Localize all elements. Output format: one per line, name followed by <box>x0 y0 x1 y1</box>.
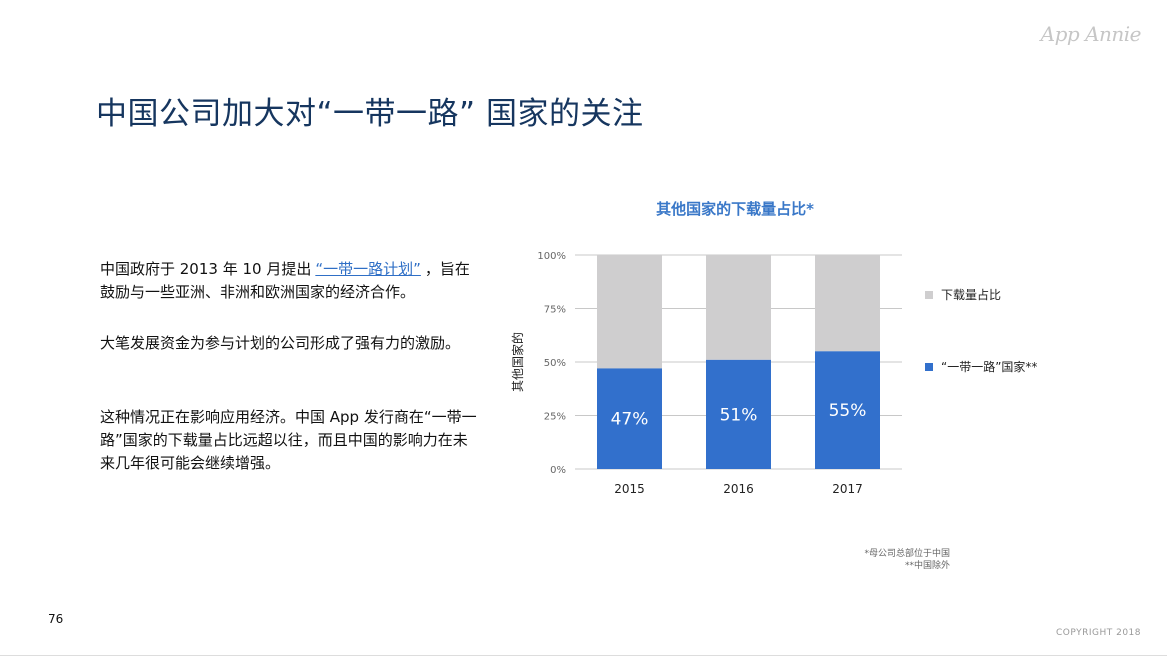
belt-road-plan-link[interactable]: “一带一路计划” <box>315 260 421 278</box>
legend-swatch-gray <box>925 290 933 299</box>
y-tick-label: 0% <box>550 465 566 476</box>
legend-item-belt-road: “一带一路”国家** <box>925 358 1037 375</box>
legend-label-belt-road: “一带一路”国家** <box>941 360 1038 374</box>
bar-value-label: 47% <box>611 410 649 430</box>
y-tick-label: 75% <box>544 305 566 316</box>
paragraph-1: 中国政府于 2013 年 10 月提出 “一带一路计划” ，旨在鼓励与一些亚洲、非洲… <box>100 258 480 304</box>
legend-label-download-share: 下载量占比 <box>941 288 1002 302</box>
app-annie-logo: App Annie <box>1040 22 1142 46</box>
copyright: COPYRIGHT 2018 <box>1055 628 1141 638</box>
bar-download-share <box>706 255 771 360</box>
page-number: 76 <box>48 612 64 626</box>
footnotes: *母公司总部位于中国 **中国除外 <box>864 548 950 572</box>
footnote-1: *母公司总部位于中国 <box>864 549 950 559</box>
page-title: 中国公司加大对“一带一路” 国家的关注 <box>96 96 644 132</box>
legend-swatch-blue <box>925 362 933 371</box>
bar-download-share <box>597 255 662 369</box>
x-tick-label: 2016 <box>723 482 754 496</box>
paragraph-1-text-a: 中国政府于 2013 年 10 月提出 <box>100 260 312 278</box>
bar-belt-road <box>706 359 771 469</box>
paragraph-3: 这种情况正在影响应用经济。中国 App 发行商在“一带一路”国家的下载量占比远超… <box>100 408 477 472</box>
y-tick-label: 50% <box>544 358 566 369</box>
bar-download-share <box>815 255 880 352</box>
legend-item-download-share: 下载量占比 <box>925 286 1001 303</box>
paragraph-1-text-b: ，旨在鼓励与一些亚洲、非洲和欧洲国家的经济合作。 <box>100 260 470 301</box>
footnote-2: **中国除外 <box>904 561 950 571</box>
bar-belt-road <box>597 368 662 469</box>
bar-belt-road <box>815 351 880 469</box>
bar-value-label: 51% <box>720 405 758 425</box>
stacked-bar-chart: 47% 51% 55% 0% 25% 50% 75% 100% 2015 2016 2017 其他… <box>510 251 902 496</box>
bar-value-label: 55% <box>829 401 867 421</box>
x-tick-label: 2017 <box>832 482 863 496</box>
chart-title: 其他国家的下载量占比* <box>656 200 814 218</box>
x-tick-label: 2015 <box>614 482 645 496</box>
y-tick-label: 100% <box>537 251 566 262</box>
y-axis-label: 其他国家的 <box>510 332 525 392</box>
paragraph-2: 大笔发展资金为参与计划的公司形成了强有力的激励。 <box>100 334 461 352</box>
y-tick-label: 25% <box>544 412 566 423</box>
